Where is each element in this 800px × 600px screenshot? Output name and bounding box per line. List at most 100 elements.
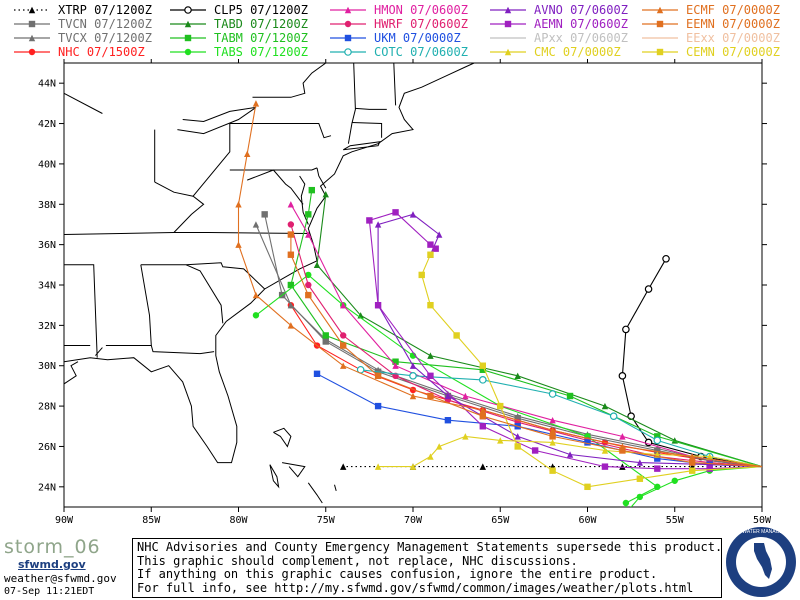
state-border [154,181,194,197]
track-point [689,453,696,460]
track-point [479,423,486,430]
track-point [549,467,556,474]
track-point [584,483,591,491]
track-map: 90W 85W 80W 75W 70W 65W 60W 55W 50W 44N 42N 40N 38N 3… [38,59,772,526]
track-point [409,372,417,380]
track-point [409,362,417,369]
legend-swatch [170,20,206,28]
track-point [322,336,329,343]
track-point [305,281,312,289]
track-point [479,463,486,470]
track-point [689,459,696,466]
track-point [427,241,434,248]
track-point [636,459,644,466]
track-point [462,433,469,440]
legend-label: EEMN 07/0000Z [686,17,780,31]
state-border [64,264,98,358]
legend-marker [504,6,512,14]
track-point [427,352,434,359]
legend-marker [344,48,352,56]
track-line [316,194,762,468]
track-point [623,510,629,516]
legend-label: TABD 07/1200Z [214,17,308,31]
track-point [287,251,295,258]
state-border [229,167,318,171]
lon-tick-label: 70W [404,515,423,526]
state-border [173,123,231,233]
coastline [307,482,323,504]
track-point [287,301,295,309]
coastline [95,347,103,356]
legend-label: ECMF 07/0000Z [686,3,780,17]
track-point [252,221,260,228]
lon-tick-label: 50W [753,515,772,526]
track-point [392,358,399,365]
legend-swatch [490,48,526,56]
legend-label: TABS 07/1200Z [214,45,308,59]
track-point [549,433,556,440]
track-point [618,372,627,380]
track-point [252,291,260,299]
legend-swatch [490,20,526,28]
state-border [355,107,387,110]
track-point [654,483,661,491]
state-border [105,345,215,355]
lon-tick-label: 90W [55,515,74,526]
forecast-tracks [235,100,762,516]
legend-label: TVCN 07/1200Z [58,17,152,31]
track-point [497,437,504,444]
track-point [549,417,556,424]
legend-label: HWRF 07/0600Z [374,17,468,31]
track-point [409,392,417,400]
track-point [287,221,295,228]
legend-swatch [14,48,50,56]
legend-swatch [330,20,366,28]
track-point [497,402,504,410]
legend-swatch [14,34,50,42]
track-hmon [287,201,762,468]
legend-label: TABM 07/1200Z [214,31,308,45]
legend-swatch [642,6,678,14]
state-border [64,92,103,114]
legend-label: TVCX 07/1200Z [58,31,152,45]
coastline [316,167,327,189]
track-ecmf [235,100,762,468]
legend-swatch [14,20,50,28]
track-point [653,436,662,445]
contact-email[interactable]: weather@sfwmd.gov [4,572,117,585]
model-legend: XTRP 07/1200Z TVCN 07/1200Z TVCX 07/1200Z N… [0,0,800,59]
legend-marker [656,6,664,14]
lat-tick-label: 24N [38,482,56,493]
track-point [235,241,242,248]
track-point [662,254,670,263]
legend-label: EExx 07/0000Z [686,31,780,45]
track-point [644,285,653,293]
track-point [244,150,251,158]
track-point [409,463,417,470]
track-point [366,217,373,224]
track-point [374,372,382,380]
disclaimer-line: This graphic should complement, not repl… [137,553,578,568]
lat-tick-label: 34N [38,281,56,292]
track-point [287,231,295,238]
track-point [435,231,443,238]
legend-marker [28,48,36,56]
track-point [340,332,347,339]
track-point [287,201,295,208]
lat-tick-label: 32N [38,321,56,332]
sfwmd-link[interactable]: sfwmd.gov [18,558,86,571]
track-point [622,325,630,334]
track-point [305,271,312,279]
track-point [340,362,347,369]
track-point [392,209,399,216]
map-frame [63,62,763,508]
track-tabd [313,190,762,468]
disclaimer-url[interactable]: For full info, see http://my.sfwmd.gov/s… [137,580,694,595]
lon-tick-label: 65W [491,515,510,526]
track-point [340,463,347,470]
coastline [64,361,79,385]
legend-marker [184,6,192,14]
track-point [427,453,434,460]
coastline [177,106,257,135]
track-point [418,271,425,279]
